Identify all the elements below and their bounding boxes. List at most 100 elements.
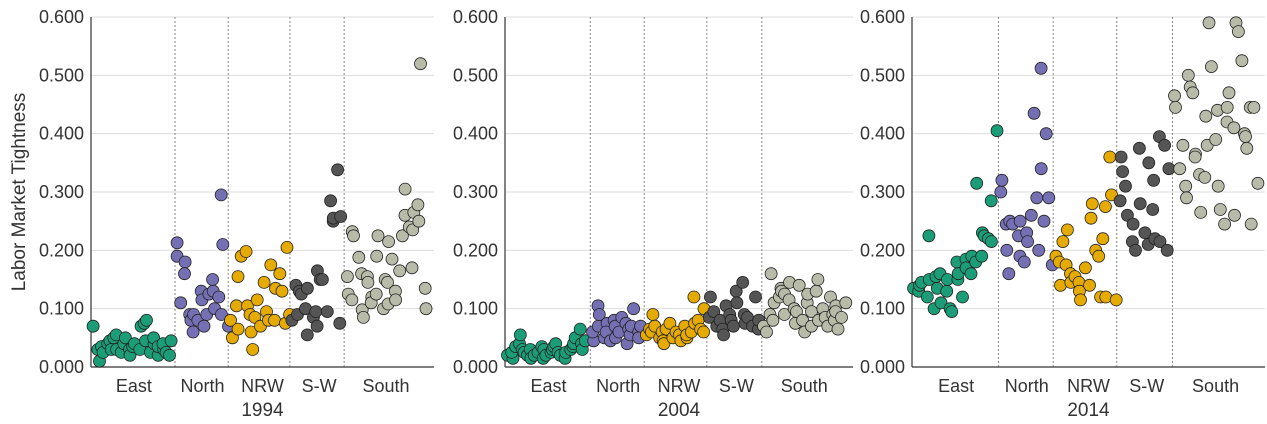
data-point <box>1099 200 1112 214</box>
data-point <box>331 163 345 177</box>
data-point <box>1176 138 1190 152</box>
data-point <box>1116 165 1129 179</box>
y-tick-label: 0.600 <box>453 7 498 27</box>
data-point <box>1235 54 1249 68</box>
data-point <box>1199 109 1213 123</box>
data-point <box>1000 243 1014 257</box>
y-tick-label: 0.400 <box>453 124 498 144</box>
data-point <box>1180 191 1193 205</box>
data-point <box>1160 243 1174 257</box>
data-point <box>1024 208 1038 222</box>
region-label: South <box>362 376 409 396</box>
data-point <box>275 284 289 298</box>
data-point <box>1181 68 1195 82</box>
data-point <box>1138 226 1152 240</box>
data-point <box>361 275 375 289</box>
data-point <box>1129 243 1142 257</box>
data-point <box>1109 293 1123 307</box>
data-point <box>778 308 791 321</box>
data-point <box>1092 249 1106 263</box>
y-tick-label: 0.600 <box>39 7 84 27</box>
data-point <box>687 290 701 304</box>
data-point <box>707 305 721 319</box>
data-point <box>1251 176 1265 190</box>
data-point <box>214 188 228 202</box>
data-point <box>405 261 419 275</box>
data-point <box>370 249 384 263</box>
data-point <box>1222 86 1236 100</box>
data-point <box>1021 235 1034 249</box>
data-point <box>975 249 989 263</box>
data-point <box>940 284 954 298</box>
data-point <box>1079 261 1092 275</box>
data-point <box>212 290 226 304</box>
data-point <box>1084 211 1098 225</box>
data-point <box>663 316 677 330</box>
data-point <box>760 325 773 339</box>
data-point <box>1211 179 1225 193</box>
data-point <box>749 290 762 304</box>
data-point <box>1239 130 1252 144</box>
data-point <box>356 310 370 324</box>
data-point <box>730 296 744 310</box>
data-point <box>717 328 730 342</box>
data-point <box>984 194 998 208</box>
panel-year-label: 2014 <box>1067 400 1110 421</box>
data-point <box>1074 293 1087 307</box>
data-point <box>985 235 998 249</box>
data-point <box>1042 191 1056 205</box>
data-point <box>1227 121 1241 135</box>
data-point <box>224 313 237 327</box>
data-point <box>1188 150 1202 164</box>
data-point <box>273 267 287 281</box>
data-point <box>1232 25 1245 39</box>
data-point <box>414 57 427 71</box>
data-point <box>206 273 220 286</box>
data-point <box>1169 101 1182 114</box>
data-point <box>592 308 606 321</box>
data-point <box>831 322 845 336</box>
data-point <box>393 264 407 278</box>
y-tick-label: 0.000 <box>860 357 905 377</box>
data-point <box>352 250 366 264</box>
region-label: S-W <box>302 376 337 396</box>
y-tick-label: 0.200 <box>860 240 905 260</box>
data-point <box>320 305 334 319</box>
data-point <box>1056 235 1070 249</box>
data-point <box>1202 16 1216 30</box>
panel-year-label: 1994 <box>241 400 284 421</box>
data-point <box>934 296 948 310</box>
data-point <box>174 296 188 310</box>
data-point <box>1142 156 1156 170</box>
data-point <box>766 313 780 327</box>
data-point <box>230 299 243 313</box>
y-tick-label: 0.100 <box>39 299 84 319</box>
data-point <box>1027 106 1041 120</box>
data-point <box>811 273 825 286</box>
region-label: East <box>938 376 974 396</box>
panel-2014: 0.000 0.100 0.200 0.300 0.400 0.500 0.600 East N… <box>860 7 1265 421</box>
data-point <box>385 252 399 266</box>
region-label: East <box>116 376 152 396</box>
data-point <box>178 255 192 269</box>
data-point <box>164 334 178 348</box>
data-point <box>398 182 412 196</box>
data-point <box>922 229 936 243</box>
data-point <box>214 308 228 321</box>
data-point <box>1113 194 1127 208</box>
data-point <box>990 124 1004 138</box>
y-tick-label: 0.400 <box>39 124 84 144</box>
data-point <box>835 310 848 324</box>
data-point <box>1013 214 1027 228</box>
data-point <box>1205 60 1218 73</box>
data-point <box>1153 235 1167 249</box>
data-point <box>994 185 1008 199</box>
data-point <box>1220 101 1234 114</box>
data-point <box>300 281 314 295</box>
data-point <box>1168 89 1181 103</box>
data-point <box>309 305 323 319</box>
data-point <box>310 319 324 333</box>
region-label: NRW <box>1067 376 1110 396</box>
data-point <box>371 229 385 243</box>
